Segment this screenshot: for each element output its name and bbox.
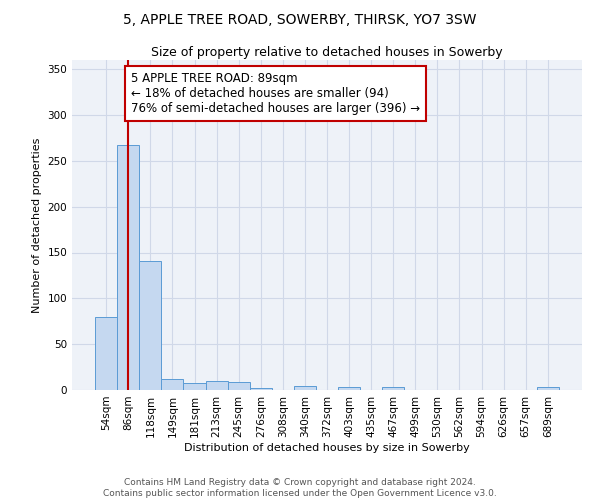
Bar <box>161 379 184 390</box>
Text: Contains HM Land Registry data © Crown copyright and database right 2024.
Contai: Contains HM Land Registry data © Crown c… <box>103 478 497 498</box>
Bar <box>294 386 316 390</box>
Bar <box>184 382 206 390</box>
X-axis label: Distribution of detached houses by size in Sowerby: Distribution of detached houses by size … <box>184 442 470 452</box>
Bar <box>537 387 559 390</box>
Title: Size of property relative to detached houses in Sowerby: Size of property relative to detached ho… <box>151 46 503 59</box>
Bar <box>95 316 117 390</box>
Y-axis label: Number of detached properties: Number of detached properties <box>32 138 42 312</box>
Bar <box>250 388 272 390</box>
Bar <box>117 145 139 390</box>
Bar <box>206 381 227 390</box>
Bar <box>227 382 250 390</box>
Bar <box>382 387 404 390</box>
Text: 5 APPLE TREE ROAD: 89sqm
← 18% of detached houses are smaller (94)
76% of semi-d: 5 APPLE TREE ROAD: 89sqm ← 18% of detach… <box>131 72 419 115</box>
Text: 5, APPLE TREE ROAD, SOWERBY, THIRSK, YO7 3SW: 5, APPLE TREE ROAD, SOWERBY, THIRSK, YO7… <box>123 12 477 26</box>
Bar <box>338 387 360 390</box>
Bar <box>139 261 161 390</box>
